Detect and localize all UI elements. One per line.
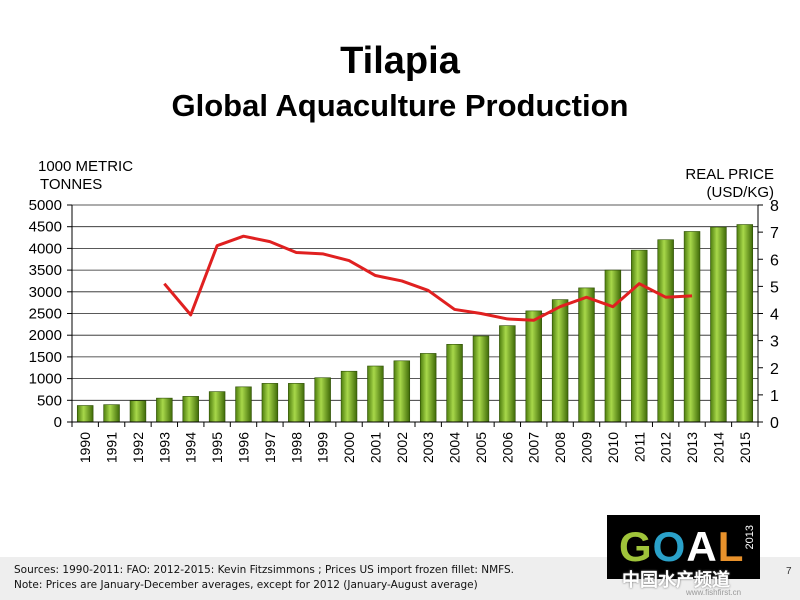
x-tick-label-2008: 2008 [552, 432, 568, 463]
bar-2000 [340, 370, 358, 423]
y-left-tick-label-2000: 2000 [29, 327, 62, 344]
y-axis-right-label: REAL PRICE (USD/KG) [685, 166, 774, 202]
x-tick-label-1990: 1990 [77, 432, 93, 463]
chart-subtitle: Global Aquaculture Production [171, 88, 629, 123]
x-tick-label-1996: 1996 [236, 432, 252, 463]
bar-2001 [367, 365, 384, 423]
grid-lines [72, 204, 758, 401]
x-tick-label-1995: 1995 [209, 432, 225, 463]
x-tick-label-1993: 1993 [156, 432, 172, 463]
chart-title: Tilapia [340, 40, 460, 82]
x-tick-label-2003: 2003 [420, 432, 436, 463]
y-left-tick-label-4000: 4000 [29, 240, 62, 257]
sources-note: Sources: 1990-2011: FAO: 2012-2015: Kevi… [14, 564, 514, 576]
y-left-tick-label-0: 0 [54, 414, 62, 431]
x-tick-label-2002: 2002 [394, 432, 410, 463]
bar-2007 [525, 310, 542, 423]
prices-note: Note: Prices are January-December averag… [14, 579, 478, 591]
goal-logo-text: GOAL [619, 523, 744, 571]
page-number: 7 [786, 566, 792, 577]
bar-1994 [182, 396, 199, 423]
watermark-url: www.fishfirst.cn [686, 588, 742, 597]
y-right-tick-label-0: 0 [770, 415, 779, 432]
x-tick-label-1994: 1994 [183, 432, 199, 463]
x-tick-label-2000: 2000 [341, 432, 357, 463]
y-right-tick-label-1: 1 [770, 388, 779, 405]
bar-2005 [472, 335, 490, 423]
y-left-tick-label-4500: 4500 [29, 219, 62, 236]
bar-1996 [235, 386, 252, 423]
x-tick-label-1998: 1998 [288, 432, 304, 463]
bar-2015 [736, 224, 754, 423]
bar-2011 [631, 249, 648, 423]
bar-2014 [710, 226, 727, 423]
tick-labels: 0 500 1000 1500 2000 2500 3000 3500 4000 4500 5000… [29, 197, 779, 463]
goal-logo: GOAL 2013 [607, 515, 760, 579]
x-tick-label-2006: 2006 [499, 432, 515, 463]
y-left-tick-label-1000: 1000 [29, 371, 62, 388]
bar-1990 [76, 405, 94, 423]
y-right-tick-label-4: 4 [770, 307, 779, 324]
y-left-tick-label-500: 500 [37, 392, 62, 409]
bar-2012 [657, 239, 674, 423]
chart-canvas: 0 500 1000 1500 2000 2500 3000 3500 4000 4500 5000… [29, 197, 779, 463]
watermark: 中国水产频道 [622, 570, 730, 591]
y-axis-right-label-line1: REAL PRICE [685, 166, 774, 183]
x-tick-label-2004: 2004 [447, 432, 463, 463]
y-right-tick-label-8: 8 [770, 198, 779, 215]
bar-1992 [129, 400, 147, 423]
y-axis-left-label-line1: 1000 METRIC [38, 158, 134, 175]
y-right-tick-label-6: 6 [770, 252, 779, 269]
x-tick-label-2001: 2001 [367, 432, 383, 463]
bar-series [76, 224, 754, 423]
bar-2010 [604, 269, 622, 423]
y-right-tick-label-2: 2 [770, 361, 779, 378]
bar-2004 [446, 344, 463, 423]
x-tick-label-2014: 2014 [710, 432, 726, 463]
bar-1997 [261, 383, 279, 423]
logo-year: 2013 [744, 525, 756, 550]
y-left-tick-label-5000: 5000 [29, 197, 62, 214]
y-right-tick-label-7: 7 [770, 225, 779, 242]
x-tick-label-2005: 2005 [473, 432, 489, 463]
y-right-tick-label-5: 5 [770, 279, 779, 296]
logo-letter-l: L [717, 523, 745, 570]
x-tick-label-2015: 2015 [737, 432, 753, 463]
bar-1991 [103, 404, 120, 423]
x-tick-label-2012: 2012 [658, 432, 674, 463]
y-left-tick-label-1500: 1500 [29, 349, 62, 366]
x-tick-label-1997: 1997 [262, 432, 278, 463]
bar-2002 [393, 360, 411, 423]
bar-2013 [683, 231, 701, 423]
bar-1995 [208, 391, 226, 423]
y-right-tick-label-3: 3 [770, 334, 779, 351]
x-tick-label-2013: 2013 [684, 432, 700, 463]
bar-2009 [578, 287, 595, 423]
bar-1998 [288, 383, 305, 423]
bar-2006 [499, 325, 516, 423]
bar-1999 [314, 377, 331, 423]
logo-letter-o: O [652, 523, 687, 570]
y-axis-right-label-line2: (USD/KG) [706, 184, 775, 201]
y-axis-left-label-line2: TONNES [40, 176, 103, 193]
axes [67, 204, 763, 427]
x-tick-label-1991: 1991 [104, 432, 120, 463]
y-left-tick-label-2500: 2500 [29, 306, 62, 323]
logo-letter-g: G [619, 523, 653, 570]
price-line-series [163, 234, 693, 322]
bar-1993 [156, 397, 173, 423]
y-left-tick-label-3000: 3000 [29, 284, 62, 301]
logo-letter-a: A [686, 523, 718, 570]
y-axis-left-label: 1000 METRIC TONNES [38, 158, 133, 194]
bar-2008 [551, 299, 569, 423]
x-tick-label-1992: 1992 [130, 432, 146, 463]
x-tick-label-1999: 1999 [315, 432, 331, 463]
x-tick-label-2009: 2009 [579, 432, 595, 463]
bar-2003 [419, 353, 437, 423]
y-left-tick-label-3500: 3500 [29, 262, 62, 279]
x-tick-label-2007: 2007 [526, 432, 542, 463]
x-tick-label-2010: 2010 [605, 432, 621, 463]
x-tick-label-2011: 2011 [631, 432, 647, 462]
